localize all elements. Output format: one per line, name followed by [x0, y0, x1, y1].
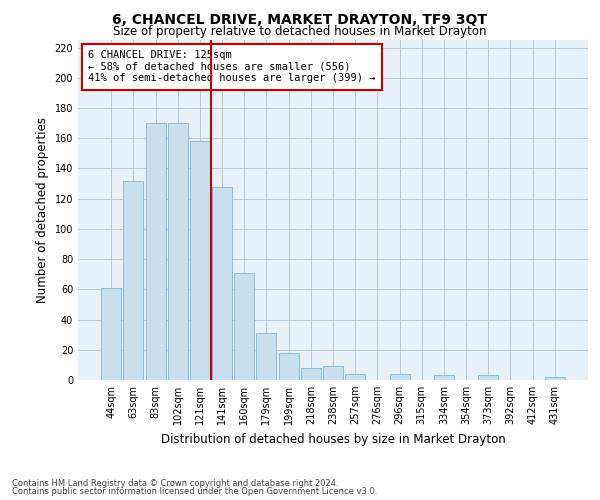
Text: 6, CHANCEL DRIVE, MARKET DRAYTON, TF9 3QT: 6, CHANCEL DRIVE, MARKET DRAYTON, TF9 3Q…	[113, 12, 487, 26]
Bar	[301, 368, 321, 380]
Y-axis label: Number of detached properties: Number of detached properties	[36, 117, 49, 303]
Text: Contains public sector information licensed under the Open Government Licence v3: Contains public sector information licen…	[12, 487, 377, 496]
Bar	[478, 376, 498, 380]
Text: 6 CHANCEL DRIVE: 125sqm
← 58% of detached houses are smaller (556)
41% of semi-d: 6 CHANCEL DRIVE: 125sqm ← 58% of detache…	[88, 50, 376, 84]
Text: Contains HM Land Registry data © Crown copyright and database right 2024.: Contains HM Land Registry data © Crown c…	[12, 478, 338, 488]
Bar	[434, 376, 454, 380]
Bar	[146, 123, 166, 380]
Bar	[101, 288, 121, 380]
Bar	[345, 374, 365, 380]
Bar	[124, 180, 143, 380]
Bar	[190, 141, 210, 380]
Bar	[278, 353, 299, 380]
Bar	[256, 333, 277, 380]
Bar	[323, 366, 343, 380]
Bar	[168, 123, 188, 380]
X-axis label: Distribution of detached houses by size in Market Drayton: Distribution of detached houses by size …	[161, 432, 505, 446]
Bar	[389, 374, 410, 380]
Bar	[234, 272, 254, 380]
Bar	[212, 186, 232, 380]
Bar	[545, 377, 565, 380]
Text: Size of property relative to detached houses in Market Drayton: Size of property relative to detached ho…	[113, 25, 487, 38]
